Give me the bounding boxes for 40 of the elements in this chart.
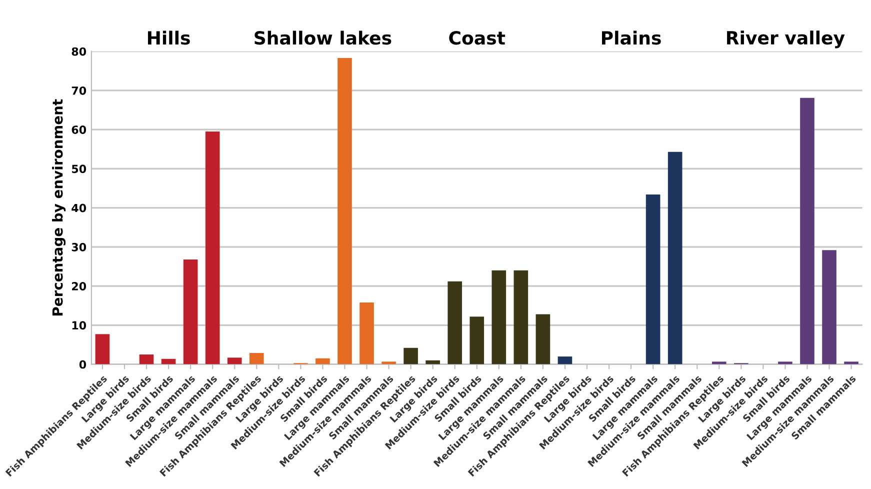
bar [514,270,528,364]
text: River valley [727,30,845,48]
y-tick-label: 20 [72,282,86,290]
text: Coast [449,31,506,45]
y-tick-label: 10 [72,321,86,330]
bar [712,362,726,364]
bar [227,358,242,364]
y-axis-title: Percentage by environment [52,99,66,316]
bar [558,356,572,364]
bar [316,358,330,364]
bar [382,362,396,364]
bar [139,354,154,364]
y-tick-label: 40 [72,204,86,212]
text: Shallow lakes [254,30,392,45]
y-tick-label: 60 [72,126,86,134]
bar [822,250,836,364]
bar [426,360,440,364]
bar [800,98,814,364]
text: Plains [602,30,661,45]
bar [360,302,374,364]
bar [249,352,264,364]
bar [448,281,462,364]
bar [492,270,506,364]
bar [536,314,550,364]
bar [183,259,198,364]
bar [95,334,110,364]
bar [646,194,660,364]
bar [668,152,682,364]
y-tick-label: 0 [79,360,86,369]
bar [778,362,792,364]
y-tick-label: 30 [72,242,86,252]
y-tick-label: 70 [72,86,86,95]
bar [404,348,418,364]
y-tick-label: 50 [72,164,86,174]
text: Hills [148,30,190,45]
bar [338,58,352,364]
bar [844,362,858,364]
bar [470,316,484,364]
bar [205,132,220,364]
y-tick-label: 80 [72,47,86,56]
